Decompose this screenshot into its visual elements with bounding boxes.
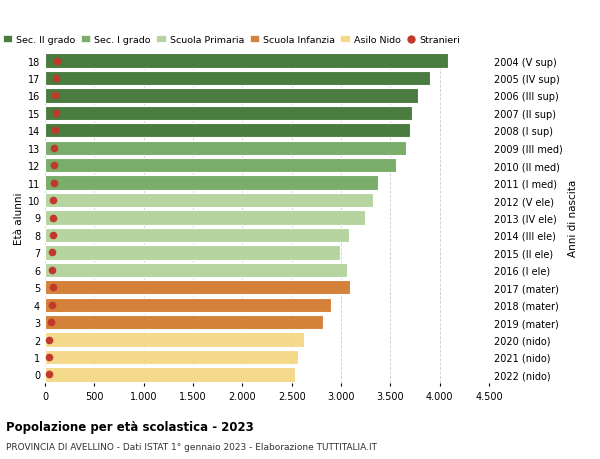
Bar — [45, 315, 323, 330]
Bar — [45, 72, 430, 86]
Bar — [45, 159, 396, 173]
Bar — [45, 176, 379, 190]
Y-axis label: Età alunni: Età alunni — [14, 192, 23, 244]
Bar — [45, 350, 298, 364]
Bar — [45, 211, 365, 225]
Bar — [45, 89, 418, 103]
Text: Popolazione per età scolastica - 2023: Popolazione per età scolastica - 2023 — [6, 420, 254, 433]
Bar — [45, 263, 347, 277]
Bar — [45, 280, 350, 295]
Bar — [45, 194, 373, 208]
Bar — [45, 106, 412, 121]
Bar — [45, 54, 448, 68]
Legend: Sec. II grado, Sec. I grado, Scuola Primaria, Scuola Infanzia, Asilo Nido, Stran: Sec. II grado, Sec. I grado, Scuola Prim… — [3, 36, 460, 45]
Bar — [45, 228, 349, 242]
Bar — [45, 333, 304, 347]
Bar — [45, 368, 295, 382]
Y-axis label: Anni di nascita: Anni di nascita — [568, 179, 578, 257]
Bar — [45, 141, 406, 156]
Bar — [45, 124, 410, 138]
Text: PROVINCIA DI AVELLINO - Dati ISTAT 1° gennaio 2023 - Elaborazione TUTTITALIA.IT: PROVINCIA DI AVELLINO - Dati ISTAT 1° ge… — [6, 442, 377, 451]
Bar — [45, 298, 331, 312]
Bar — [45, 246, 340, 260]
